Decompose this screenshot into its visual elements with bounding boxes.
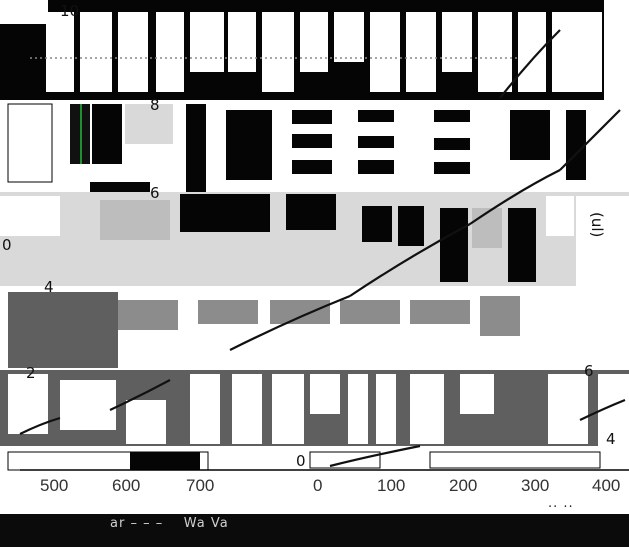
top-white-bars — [46, 0, 629, 100]
x-tick-400: 400 — [592, 476, 621, 495]
x-tick-100: 100 — [377, 476, 406, 495]
bottom-band-blocks — [7, 451, 601, 471]
bottom-strip-text-left: ar – – – Wa Va — [110, 516, 229, 531]
bottom-strip-text-right: ·· ·· — [548, 500, 574, 515]
x-tick-700: 700 — [186, 476, 215, 495]
top-left-patch — [0, 0, 48, 24]
bottom-strip — [0, 514, 629, 547]
left-axis-tick-8: 8 — [150, 96, 160, 114]
x-tick-0: 0 — [313, 476, 323, 495]
x-tick-300: 300 — [521, 476, 550, 495]
left-axis-tick-top: 10 — [60, 2, 80, 20]
right-plot-zero-label: 0 — [296, 452, 306, 470]
third-band-blocks — [0, 194, 629, 286]
left-axis-tick-2: 2 — [26, 364, 36, 382]
right-plot-tick-4: 4 — [606, 430, 616, 448]
fourth-band-blocks — [8, 292, 629, 370]
second-band-blocks — [7, 103, 586, 194]
left-axis-tick-4: 4 — [44, 278, 54, 296]
curve — [19, 29, 626, 468]
right-plot-tick-6: 6 — [584, 362, 594, 380]
x-tick-600: 600 — [112, 476, 141, 495]
x-tick-200: 200 — [449, 476, 478, 495]
x-tick-500: 500 — [40, 476, 69, 495]
fifth-band-blocks — [8, 374, 629, 446]
right-plot-unit-label: (ul) — [588, 212, 606, 238]
left-axis-tick-6: 6 — [150, 184, 160, 202]
left-axis-tick-0: 0 — [2, 236, 12, 254]
